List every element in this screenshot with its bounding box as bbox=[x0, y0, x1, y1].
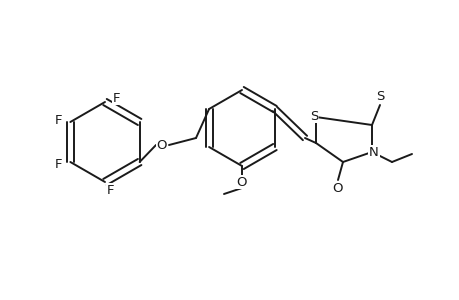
Text: N: N bbox=[368, 146, 378, 158]
Text: F: F bbox=[55, 113, 62, 127]
Text: O: O bbox=[332, 182, 342, 196]
Text: S: S bbox=[375, 89, 383, 103]
Text: S: S bbox=[309, 110, 318, 122]
Text: F: F bbox=[107, 184, 114, 196]
Text: O: O bbox=[157, 139, 167, 152]
Text: F: F bbox=[113, 92, 120, 104]
Text: O: O bbox=[236, 176, 247, 188]
Text: F: F bbox=[55, 158, 62, 170]
